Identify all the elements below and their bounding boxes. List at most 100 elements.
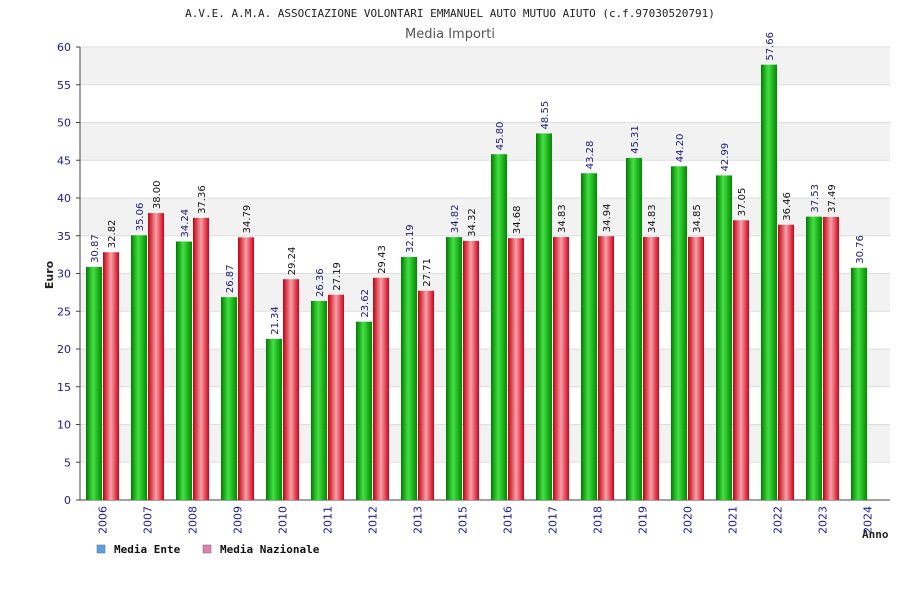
- bar-value-label: 57.66: [765, 32, 776, 61]
- bar-media-nazionale: [193, 217, 209, 500]
- x-axis-label: Anno: [862, 528, 889, 541]
- bars: 30.87 32.82 35.06 38.00 34.24 37.36 26.87 34.79…: [86, 32, 867, 501]
- y-tick-label: 50: [57, 117, 71, 130]
- bar-media-ente: [311, 300, 327, 500]
- bar-media-nazionale: [598, 236, 614, 500]
- x-tick-label: 2019: [637, 506, 650, 534]
- bar-value-label: 27.71: [422, 258, 433, 287]
- bar-media-nazionale: [238, 237, 254, 500]
- bar-value-label: 38.00: [152, 180, 163, 209]
- bar-media-nazionale: [418, 290, 434, 500]
- bar-value-label: 34.82: [450, 204, 461, 233]
- grid-band: [80, 386, 890, 425]
- bar-media-nazionale: [328, 294, 344, 500]
- bar-value-label: 23.62: [360, 289, 371, 318]
- plot-background: [80, 46, 890, 501]
- bar-value-label: 30.76: [855, 235, 866, 264]
- bar-value-label: 37.05: [737, 188, 748, 217]
- bar-media-nazionale: [553, 237, 569, 500]
- grid-band: [80, 349, 890, 387]
- bar-value-label: 34.83: [647, 204, 658, 233]
- y-tick-label: 55: [57, 79, 71, 92]
- y-tick-label: 60: [57, 41, 71, 54]
- grid-band: [80, 424, 890, 463]
- grid-band: [80, 84, 890, 123]
- bar-media-nazionale: [103, 252, 119, 500]
- x-tick-label: 2017: [547, 506, 560, 534]
- chart-title: A.V.E. A.M.A. ASSOCIAZIONE VOLONTARI EMM…: [185, 7, 715, 20]
- x-tick-label: 2024: [862, 506, 875, 534]
- bar-value-label: 21.34: [270, 306, 281, 335]
- y-tick-label: 15: [57, 381, 71, 394]
- bar-value-label: 29.24: [287, 247, 298, 276]
- bar-media-nazionale: [688, 236, 704, 500]
- bar-media-nazionale: [283, 279, 299, 500]
- bar-media-ente: [626, 157, 642, 501]
- x-tick-label: 2013: [412, 506, 425, 534]
- x-tick-label: 2007: [142, 506, 155, 534]
- y-tick-label: 5: [64, 456, 71, 469]
- bar-value-label: 45.31: [630, 125, 641, 154]
- bar-media-nazionale: [373, 277, 389, 500]
- bar-value-label: 26.36: [315, 268, 326, 297]
- bar-media-ente: [536, 133, 552, 500]
- bar-value-label: 45.80: [495, 122, 506, 151]
- bar-value-label: 34.79: [242, 205, 253, 234]
- bar-media-ente: [716, 175, 732, 500]
- x-tick-label: 2018: [592, 506, 605, 534]
- x-tick-label: 2009: [232, 506, 245, 534]
- bar-media-nazionale: [148, 213, 164, 500]
- x-tick-label: 2008: [187, 506, 200, 534]
- bar-value-label: 26.87: [225, 264, 236, 293]
- bar-value-label: 34.24: [180, 209, 191, 238]
- bar-media-nazionale: [823, 216, 839, 500]
- bar-value-label: 27.19: [332, 262, 343, 291]
- grid-band: [80, 462, 890, 500]
- y-tick-label: 40: [57, 192, 71, 205]
- x-tick-label: 2010: [277, 506, 290, 534]
- bar-media-ente: [446, 237, 462, 500]
- grid-band: [80, 235, 890, 274]
- x-tick-label: 2011: [322, 506, 335, 534]
- bar-media-ente: [356, 321, 372, 500]
- x-tick-label: 2016: [502, 506, 515, 534]
- grid-band: [80, 122, 890, 161]
- bar-media-nazionale: [778, 224, 794, 501]
- y-tick-label: 10: [57, 419, 71, 432]
- x-tick-label: 2023: [817, 506, 830, 534]
- legend-swatch-media-nazionale: [202, 544, 212, 554]
- bar-value-label: 34.94: [602, 204, 613, 233]
- bar-media-nazionale: [508, 238, 524, 500]
- y-tick-label: 0: [64, 494, 71, 507]
- bar-media-nazionale: [463, 240, 479, 500]
- x-tick-label: 2012: [367, 506, 380, 534]
- bar-value-label: 42.99: [720, 143, 731, 172]
- x-tick-label: 2020: [682, 506, 695, 534]
- x-tick-label: 2022: [772, 506, 785, 534]
- x-tick-label: 2006: [97, 506, 110, 534]
- y-axis-label: Euro: [43, 260, 56, 289]
- bar-value-label: 29.43: [377, 245, 388, 274]
- bar-value-label: 34.85: [692, 204, 703, 233]
- y-tick-label: 45: [57, 154, 71, 167]
- bar-value-label: 37.49: [827, 184, 838, 213]
- bar-media-ente: [176, 241, 192, 500]
- bar-value-label: 36.46: [782, 192, 793, 221]
- bar-value-label: 48.55: [540, 101, 551, 130]
- y-tick-label: 30: [57, 268, 71, 281]
- chart-subtitle: Media Importi: [405, 27, 495, 42]
- bar-media-ente: [806, 216, 822, 500]
- bar-value-label: 34.32: [467, 208, 478, 237]
- bar-media-ente: [851, 267, 867, 500]
- bar-value-label: 34.83: [557, 204, 568, 233]
- bar-value-label: 34.68: [512, 206, 523, 235]
- bar-media-ente: [401, 256, 417, 500]
- bar-value-label: 37.53: [810, 184, 821, 213]
- grid-band: [80, 311, 890, 349]
- bar-value-label: 37.36: [197, 185, 208, 214]
- legend-label-media-ente: Media Ente: [114, 543, 181, 556]
- bar-value-label: 43.28: [585, 141, 596, 170]
- bar-value-label: 35.06: [135, 203, 146, 232]
- legend: Media Ente Media Nazionale: [96, 543, 320, 556]
